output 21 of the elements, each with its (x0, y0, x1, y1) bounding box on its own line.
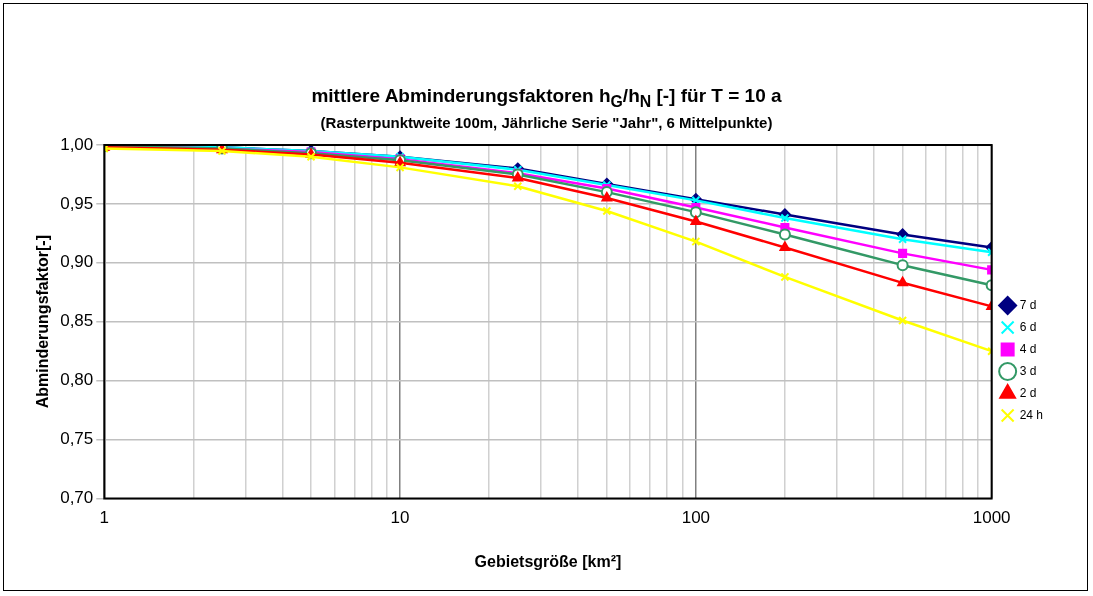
legend-label: 6 d (1019, 319, 1037, 334)
y-tick-label: 0,85 (60, 311, 94, 331)
x-tick-label: 10 (390, 508, 410, 528)
y-tick-label: 0,80 (60, 370, 94, 390)
y-tick-label: 1,00 (60, 134, 94, 154)
y-axis-title: Abminderungsfaktor[-] (34, 235, 52, 409)
x-axis-title: Gebietsgröße [km²] (474, 552, 622, 570)
legend-label: 3 d (1019, 363, 1037, 378)
x-tick-label: 1000 (972, 508, 1011, 528)
legend-label: 24 h (1019, 407, 1043, 422)
y-tick-label: 0,70 (60, 488, 94, 508)
y-tick-label: 0,95 (60, 193, 94, 213)
y-tick-label: 0,90 (60, 252, 94, 272)
legend-label: 2 d (1019, 385, 1037, 400)
x-tick-label: 100 (681, 508, 711, 528)
chart-title: mittlere Abminderungsfaktoren h$_{G}$/h$_{N}$ [-] für T = 10 a (310, 85, 783, 111)
x-tick-label: 1 (99, 508, 110, 528)
y-tick-label: 0,75 (60, 429, 94, 449)
legend-label: 4 d (1019, 341, 1037, 356)
legend-label: 7 d (1019, 297, 1037, 312)
chart-subtitle: (Rasterpunktweite 100m, Jährliche Serie "Jahr", 6 Mittelpunkte) (319, 114, 774, 131)
